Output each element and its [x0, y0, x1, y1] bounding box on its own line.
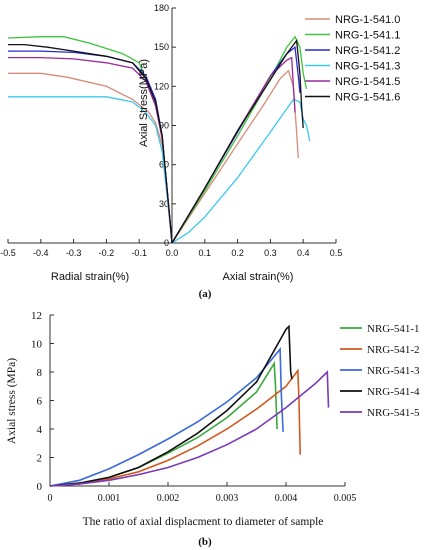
chart-b-y-label: Axial stress (MPa) — [6, 358, 18, 444]
chart-a-x-label-left: Radial strain(%) — [51, 271, 129, 283]
chart-b-legend-label: NRG-541-4 — [367, 386, 420, 398]
chart-a-series — [7, 35, 311, 244]
chart-a-x-tick-label: -0.4 — [33, 248, 49, 258]
chart-a-x-tick-label: 0.3 — [264, 248, 277, 258]
chart-b-y-tick-label: 2 — [37, 453, 43, 465]
chart-b-x-tick-label: 0 — [48, 493, 53, 504]
chart-a-series-axial-line — [171, 38, 304, 244]
chart-b-y-tick-label: 8 — [37, 367, 43, 379]
chart-a-x-label-right: Axial strain(%) — [223, 271, 294, 283]
chart-b-x-tick-label: 0.004 — [275, 493, 298, 504]
chart-a-x-ticks: -0.5 -0.4 -0.3 -0.2 -0.1 0.0 0.1 0.2 0.3 0.4 0.5 — [0, 239, 342, 258]
chart-a-x-tick-label: -0.2 — [99, 248, 115, 258]
chart-a-x-tick-label: 0.2 — [231, 248, 244, 258]
chart-b-legend-label: NRG-541-2 — [367, 344, 420, 356]
chart-a-legend: NRG-1-541.0 NRG-1-541.1 NRG-1-541.2 NRG-1-5… — [305, 14, 400, 104]
chart-a-x-tick-label: -0.1 — [131, 248, 147, 258]
chart-a-x-tick-label: 0.4 — [297, 248, 310, 258]
chart-b-legend-label: NRG-541-3 — [367, 365, 420, 377]
chart-b-panel-label: (b) — [198, 536, 212, 548]
chart-a: -0.5 -0.4 -0.3 -0.2 -0.1 0.0 0.1 0.2 0.3 0.4 0.5 0… — [0, 3, 400, 300]
chart-a-series-radial-line — [8, 96, 173, 244]
chart-b-series-line — [49, 368, 301, 487]
chart-b-y-ticks: 0 2 4 6 8 10 12 — [31, 310, 54, 493]
chart-b-x-tick-label: 0.005 — [334, 493, 357, 504]
chart-b-series-line — [49, 324, 293, 487]
chart-b-series-line — [49, 347, 284, 487]
chart-b-legend: NRG-541-1 NRG-541-2 NRG-541-3 NRG-541-4 NRG-… — [340, 323, 420, 419]
chart-b: 0 0.001 0.002 0.003 0.004 0.005 0 2 4 6 8 10 12 The… — [6, 310, 420, 548]
chart-a-x-tick-label: 0.1 — [199, 248, 212, 258]
chart-b-legend-label: NRG-541-1 — [367, 323, 420, 335]
chart-b-y-tick-label: 0 — [37, 481, 43, 493]
chart-a-series-axial-line — [171, 69, 299, 244]
chart-a-y-tick-label: 150 — [154, 42, 169, 52]
chart-a-series-radial-line — [8, 43, 173, 244]
chart-b-y-tick-label: 12 — [31, 310, 42, 322]
chart-a-legend-label: NRG-1-541.1 — [335, 30, 400, 42]
chart-a-panel-label: (a) — [199, 288, 212, 300]
chart-a-series-axial-line — [171, 98, 311, 244]
chart-b-series-line — [49, 370, 330, 487]
chart-a-legend-label: NRG-1-541.3 — [335, 61, 400, 73]
chart-a-y-tick-label: 30 — [159, 199, 169, 209]
chart-a-x-tick-label: -0.3 — [66, 248, 82, 258]
chart-b-y-tick-label: 10 — [31, 339, 43, 351]
chart-b-x-ticks: 0 0.001 0.002 0.003 0.004 0.005 — [48, 482, 357, 504]
chart-a-legend-label: NRG-1-541.6 — [335, 92, 400, 104]
chart-b-x-tick-label: 0.002 — [157, 493, 180, 504]
chart-a-legend-label: NRG-1-541.5 — [335, 76, 400, 88]
chart-b-y-tick-label: 4 — [37, 424, 43, 436]
chart-b-x-label: The ratio of axial displacment to diamet… — [83, 516, 324, 528]
chart-a-y-tick-label: 90 — [159, 121, 169, 131]
chart-a-legend-label: NRG-1-541.2 — [335, 45, 400, 57]
chart-a-y-tick-label: 0 — [164, 238, 169, 248]
chart-b-legend-label: NRG-541-5 — [367, 407, 420, 419]
chart-b-x-tick-label: 0.003 — [216, 493, 239, 504]
chart-a-y-label: Axial Stress(MPa) — [138, 59, 150, 147]
chart-a-legend-label: NRG-1-541.0 — [335, 14, 400, 26]
chart-b-series-line — [49, 360, 278, 487]
chart-a-x-tick-label: 0.0 — [166, 248, 179, 258]
chart-a-x-tick-label: 0.5 — [330, 248, 343, 258]
chart-a-y-tick-label: 180 — [154, 3, 169, 13]
chart-b-y-tick-label: 6 — [37, 396, 43, 408]
chart-b-x-tick-label: 0.001 — [98, 493, 121, 504]
chart-b-series — [49, 324, 330, 487]
chart-a-series-axial-line — [171, 35, 308, 244]
chart-a-y-tick-label: 120 — [154, 81, 169, 91]
chart-a-x-tick-label: -0.5 — [0, 248, 16, 258]
